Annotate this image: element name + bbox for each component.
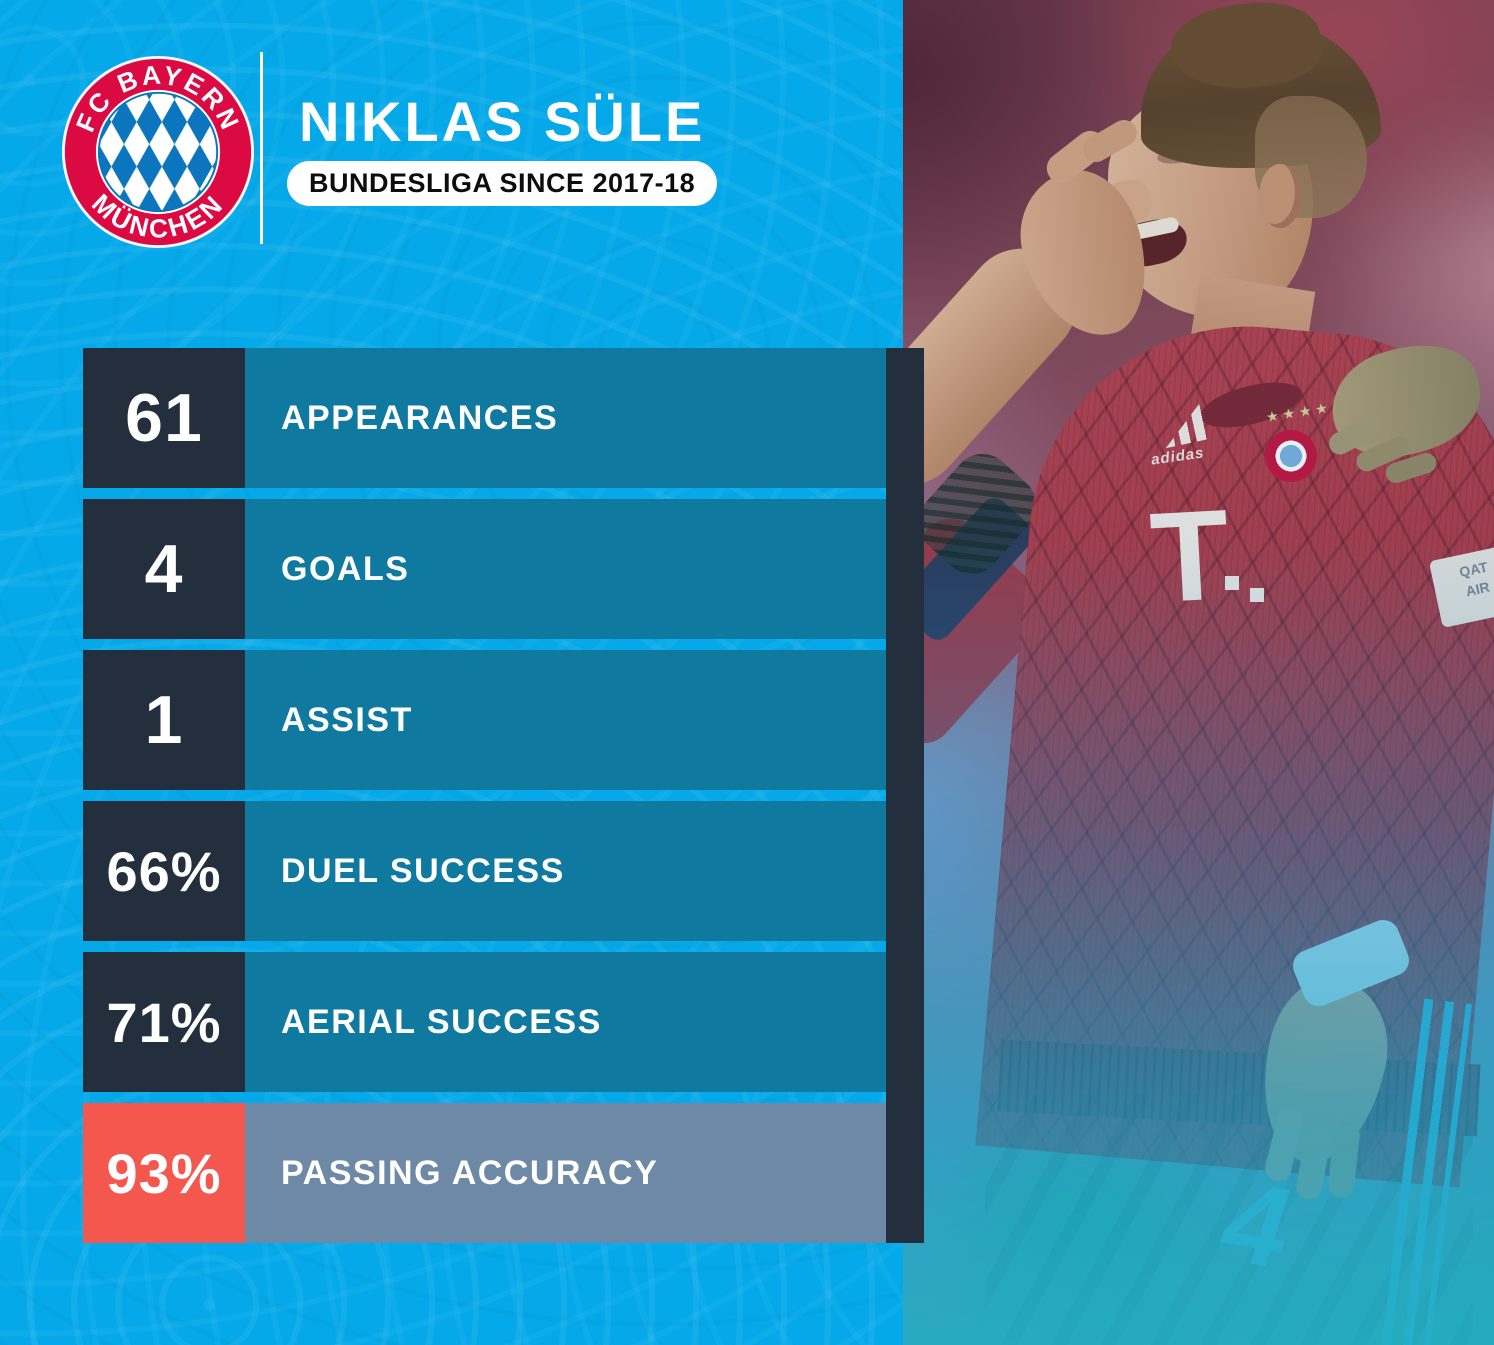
stat-value: 61 [83,348,245,488]
subtitle-badge-label: BUNDESLIGA SINCE 2017-18 [309,168,696,198]
stat-value: 1 [83,650,245,790]
stat-label: AERIAL SUCCESS [281,1002,602,1041]
player-photo: adidas ★★★★ T QAT AIR 4 [903,0,1494,1345]
stat-label: DUEL SUCCESS [281,851,565,890]
header-divider [260,52,263,244]
stat-label: PASSING ACCURACY [281,1153,659,1192]
subtitle-badge: BUNDESLIGA SINCE 2017-18 [287,161,718,206]
table-shadow-bar [886,348,924,1243]
player-name: NIKLAS SÜLE [299,90,706,153]
stat-label-cell: AERIAL SUCCESS [245,952,886,1092]
stat-label-cell: PASSING ACCURACY [245,1103,886,1243]
club-crest: FC BAYERN MÜNCHEN [61,55,255,249]
stat-label-cell: DUEL SUCCESS [245,801,886,941]
crest-diamonds [97,91,219,213]
stat-row-duel-success: 66% DUEL SUCCESS [83,801,886,941]
cyan-duotone-overlay [903,0,1494,1345]
stat-value: 66% [83,801,245,941]
stat-row-appearances: 61 APPEARANCES [83,348,886,488]
stat-label-cell: ASSIST [245,650,886,790]
stat-row-assist: 1 ASSIST [83,650,886,790]
stats-table: 61 APPEARANCES 4 GOALS 1 ASSIST 66% DUEL… [83,348,886,1243]
stat-label-cell: APPEARANCES [245,348,886,488]
stat-value: 4 [83,499,245,639]
stat-row-aerial-success: 71% AERIAL SUCCESS [83,952,886,1092]
stat-label: APPEARANCES [281,398,559,437]
stat-label: GOALS [281,549,410,588]
stat-row-goals: 4 GOALS [83,499,886,639]
stat-row-passing-accuracy: 93% PASSING ACCURACY [83,1103,886,1243]
stat-value: 71% [83,952,245,1092]
stat-label: ASSIST [281,700,413,739]
stat-value: 93% [83,1103,245,1243]
stat-label-cell: GOALS [245,499,886,639]
